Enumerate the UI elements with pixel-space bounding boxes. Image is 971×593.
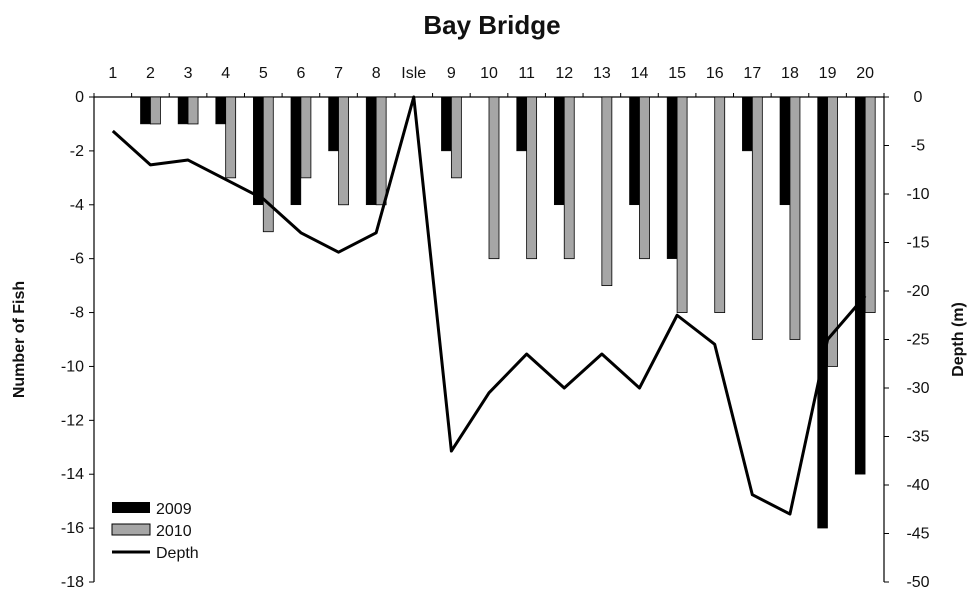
bar-2009 (779, 96, 791, 206)
bar-2010 (563, 96, 575, 260)
x-tick-label: 1 (108, 65, 117, 82)
x-tick-label: 6 (296, 65, 305, 82)
y2-tick-label: -10 (906, 186, 929, 203)
y2-tick-label: -15 (906, 235, 929, 252)
x-tick-label: Isle (401, 65, 426, 82)
y-tick-label: -4 (70, 197, 84, 214)
bar-2009 (666, 96, 678, 259)
bar-2010 (751, 96, 763, 340)
legend-label: Depth (156, 545, 199, 562)
y-tick-label: -6 (70, 251, 84, 268)
bar-2010 (488, 96, 500, 260)
x-tick-label: 2 (146, 65, 155, 82)
bar-2009 (516, 96, 527, 152)
y-tick-label: -10 (61, 358, 84, 375)
bar-2010 (827, 96, 838, 367)
x-tick-label: 20 (856, 65, 874, 82)
bar-2010 (225, 96, 237, 179)
x-tick-label: 12 (555, 65, 573, 82)
y2-tick-label: -40 (906, 477, 929, 494)
x-tick-label: 18 (781, 65, 799, 82)
bar-2010 (262, 96, 274, 233)
x-tick-label: 14 (631, 65, 649, 82)
legend-label: 2009 (156, 501, 192, 518)
bar-2009 (177, 96, 189, 125)
bar-2010 (639, 96, 650, 260)
bar-2010 (676, 96, 688, 313)
bar-2009 (253, 96, 264, 206)
y-tick-label: -16 (61, 520, 84, 537)
x-tick-label: 8 (372, 65, 381, 82)
bar-2010 (714, 96, 726, 313)
y2-tick-label: -25 (906, 332, 929, 349)
x-tick-label: 10 (480, 65, 498, 82)
depth-line (111, 95, 867, 516)
y2-tick-label: 0 (914, 89, 923, 106)
y2-tick-label: -50 (906, 574, 929, 591)
legend-swatch-2009 (112, 502, 150, 513)
x-tick-label: 3 (184, 65, 193, 82)
y-tick-label: 0 (75, 89, 84, 106)
y-tick-label: -8 (70, 305, 84, 322)
y2-tick-label: -20 (906, 283, 929, 300)
bar-2009 (742, 96, 753, 152)
y2-tick-label: -5 (911, 138, 925, 155)
y-tick-label: -2 (70, 143, 84, 160)
bar-2010 (526, 96, 538, 260)
bar-2010 (338, 96, 349, 206)
bar-2009 (328, 96, 339, 152)
y-tick-label: -14 (61, 466, 84, 483)
bar-2009 (553, 96, 565, 206)
y-tick-label: -12 (61, 412, 84, 429)
x-tick-label: 16 (706, 65, 724, 82)
y2-tick-label: -30 (906, 380, 929, 397)
bar-2010 (864, 96, 876, 313)
bar-2009 (365, 96, 377, 206)
x-tick-label: 15 (668, 65, 686, 82)
legend: 2009 2010 Depth (111, 501, 199, 562)
x-tick-label: 9 (447, 65, 456, 82)
legend-label: 2010 (156, 523, 192, 540)
y2-tick-label: -35 (906, 429, 929, 446)
bar-2009 (290, 96, 302, 206)
bar-2010 (187, 96, 199, 125)
bar-2009 (854, 96, 866, 475)
x-tick-label: 19 (819, 65, 837, 82)
x-tick-label: 13 (593, 65, 611, 82)
y2-tick-label: -45 (906, 526, 929, 543)
bar-2010 (789, 96, 801, 340)
x-tick-label: 4 (221, 65, 230, 82)
bar-2010 (375, 96, 387, 206)
bar-2010 (601, 96, 613, 287)
depth-line-layer (111, 95, 867, 516)
y-axis-title: Number of Fish (11, 281, 28, 398)
legend-swatch-2010 (111, 523, 151, 536)
bar-2009 (215, 96, 226, 125)
y2-axis-title: Depth (m) (950, 302, 967, 377)
bar-2010 (300, 96, 312, 179)
bar-2009 (817, 96, 828, 529)
chart-title: Bay Bridge (423, 10, 560, 40)
bar-2010 (150, 96, 161, 125)
bars (140, 96, 876, 529)
tick-labels: 0 -2 -4 -6 -8 -10 -12 -14 -16 -18 0 -5 -10 -15 -20 -25 -… (61, 65, 930, 591)
x-tick-label: 5 (259, 65, 268, 82)
bar-2009 (140, 96, 151, 125)
bar-2009 (629, 96, 640, 206)
x-tick-label: 17 (743, 65, 761, 82)
x-tick-label: 7 (334, 65, 343, 82)
bar-2009 (441, 96, 452, 152)
y-tick-label: -18 (61, 574, 84, 591)
x-tick-label: 11 (518, 65, 535, 82)
bar-2010 (450, 96, 462, 179)
